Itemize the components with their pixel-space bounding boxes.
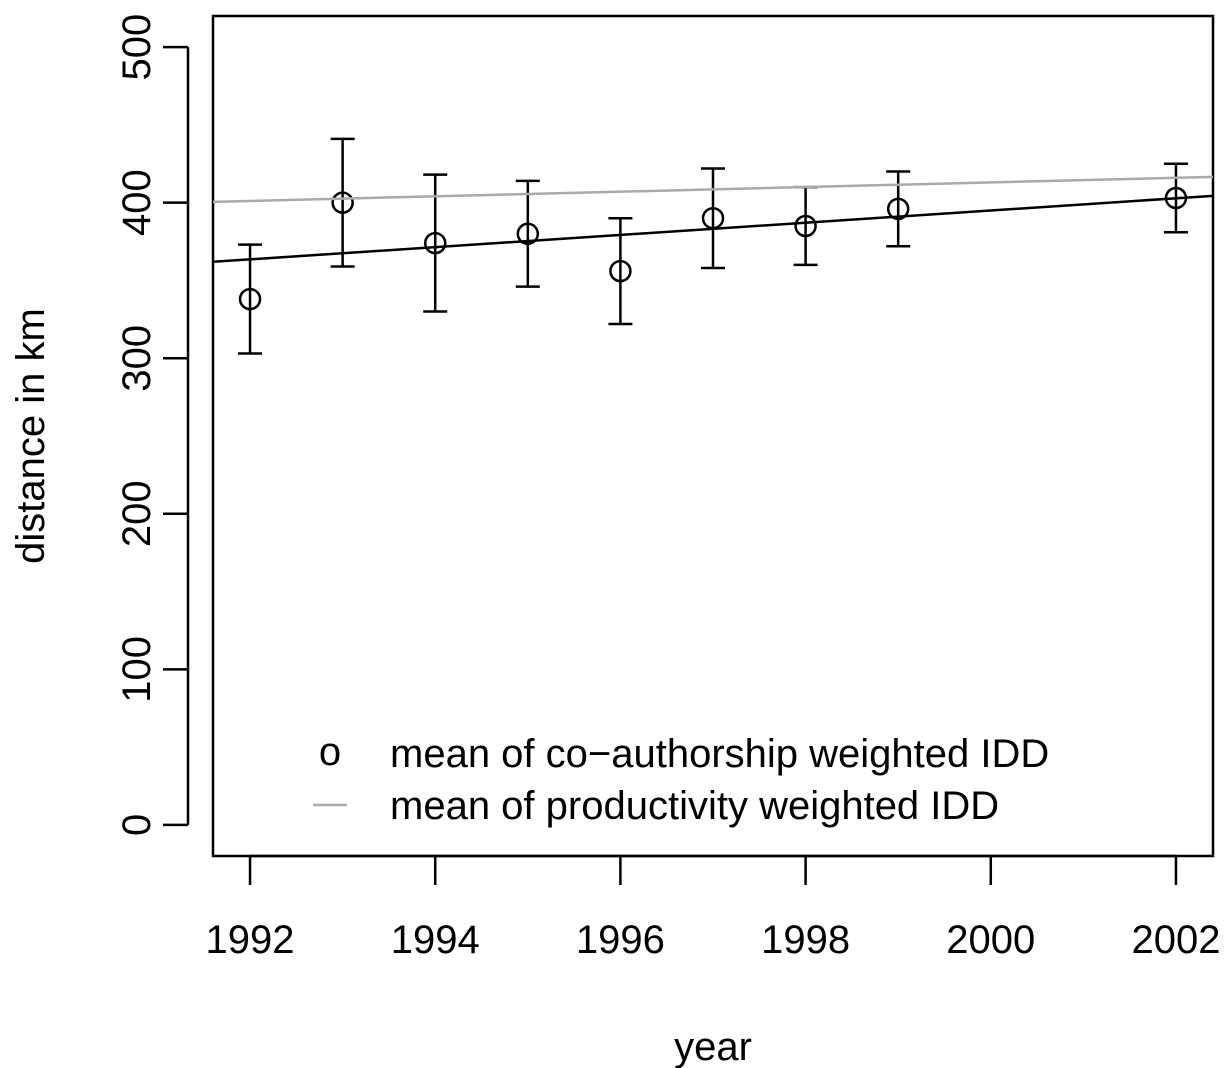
legend-symbol: o — [319, 730, 341, 774]
x-tick-label: 1992 — [206, 918, 295, 962]
point — [609, 259, 632, 283]
point — [331, 191, 354, 214]
point — [794, 214, 817, 238]
y-tick-label: 400 — [115, 169, 159, 236]
x-tick-label: 1998 — [761, 918, 850, 962]
x-tick-label: 2000 — [946, 918, 1035, 962]
y-axis-label: distance in km — [9, 308, 53, 564]
point — [238, 287, 262, 311]
legend-label: mean of productivity weighted IDD — [390, 784, 999, 828]
x-tick-label: 1994 — [391, 918, 480, 962]
y-tick-label: 100 — [115, 636, 159, 703]
plot-frame — [211, 14, 1215, 858]
point — [423, 231, 447, 255]
x-tick-label: 1996 — [576, 918, 665, 962]
x-axis-label: year — [674, 1025, 752, 1068]
y-tick-label: 300 — [115, 325, 159, 392]
point — [886, 197, 910, 221]
x-tick-label: 2002 — [1131, 918, 1220, 962]
y-tick-label: 200 — [115, 480, 159, 547]
y-tick-label: 0 — [115, 814, 159, 836]
y-tick-label: 500 — [115, 14, 159, 81]
trend-line — [212, 175, 1214, 204]
trend-line — [212, 194, 1214, 264]
point — [516, 222, 540, 246]
legend-label: mean of co−authorship weighted IDD — [390, 732, 1049, 776]
